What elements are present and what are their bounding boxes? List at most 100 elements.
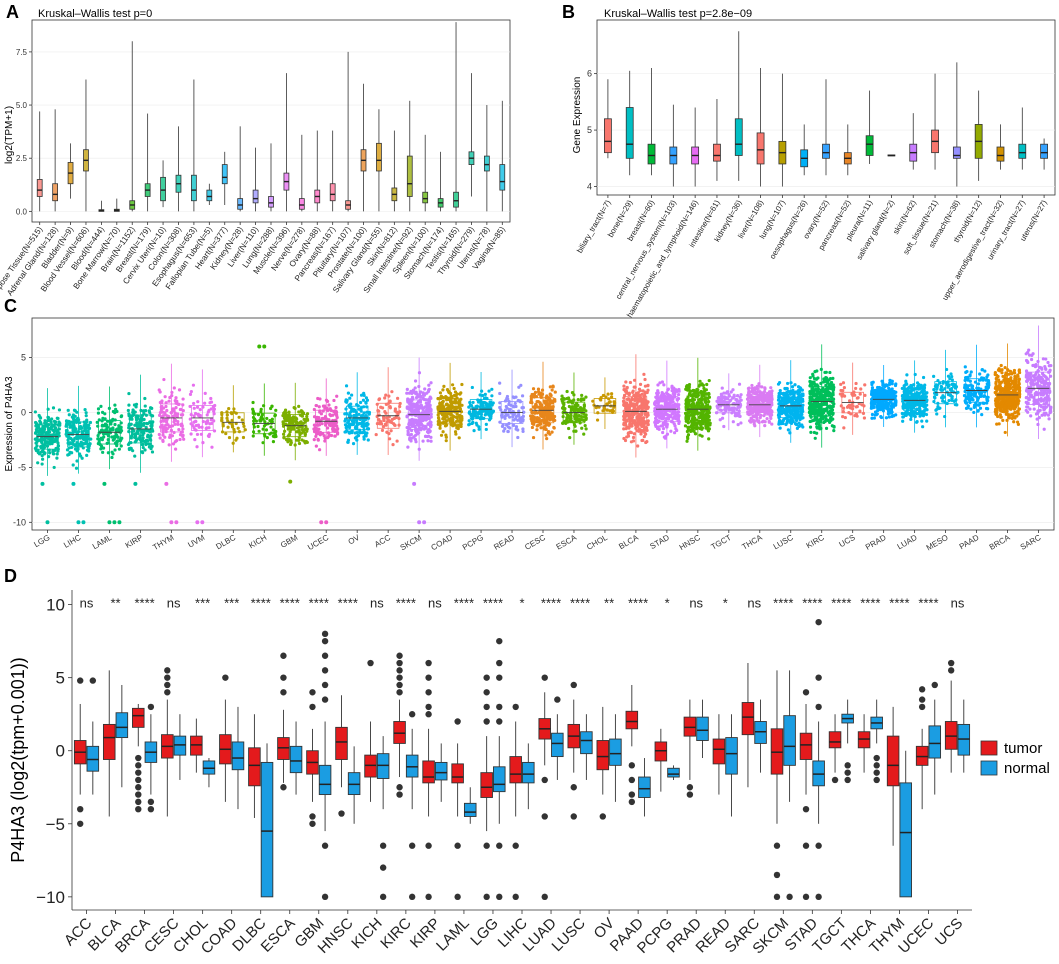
point [862,416,867,420]
point [737,414,741,418]
point [181,433,185,437]
point [595,418,600,422]
point [739,421,743,425]
point [200,425,204,429]
point [573,424,577,428]
point [843,415,847,420]
point [638,388,642,393]
point [40,462,44,466]
point [76,430,81,434]
point [343,430,347,434]
point [662,383,666,387]
point [232,430,237,434]
point [842,426,846,430]
point [646,384,650,388]
point [535,428,539,432]
point [113,403,117,407]
point [819,415,823,419]
point [146,442,151,446]
point [797,399,801,404]
point [655,398,659,402]
point [502,429,506,433]
point [624,402,628,406]
point [293,406,297,410]
point [863,383,867,387]
outlier-point [174,520,179,525]
point [269,425,273,429]
point [691,401,695,405]
point [685,439,689,443]
point [749,420,753,424]
point [422,393,426,397]
point [263,420,267,424]
point [419,428,423,432]
box-14 [252,189,259,204]
point [669,429,673,433]
point [449,403,453,407]
point [470,417,474,421]
y-tick-label: 5.0 [16,101,28,110]
point [576,398,580,402]
point [314,403,319,408]
point [644,404,648,408]
point [729,398,733,402]
point [646,406,650,410]
point [807,401,811,405]
point [71,423,75,427]
point [847,403,851,407]
point [447,411,451,415]
point [825,378,830,382]
point [424,398,428,402]
panel-c-scatter: -10-505 LGG LIHC LAML KIRP THYM UVM DLBC KICH GB… [4,317,1055,553]
point [181,397,185,401]
point [378,422,382,426]
point [303,427,308,431]
point [283,410,287,414]
point [550,412,554,416]
point [347,413,351,417]
point [413,386,417,390]
point [126,442,131,447]
box-5 [713,143,721,162]
point [389,429,393,433]
point [690,412,694,416]
point [781,391,785,396]
point [824,426,829,430]
point [481,403,485,407]
box-29 [484,155,490,172]
point [141,439,145,443]
box-17 [298,198,305,210]
point [160,399,164,403]
point [677,421,681,426]
point [173,422,177,426]
point [85,425,89,430]
point [96,437,100,441]
point [507,400,511,404]
point [237,430,242,434]
point [67,413,71,417]
point [73,414,77,418]
point [444,439,448,443]
point [436,397,440,401]
point [52,465,56,470]
panel-b-title: Kruskal–Wallis test p=2.8e−09 [604,8,752,20]
point [552,426,556,430]
point [252,419,256,423]
point [261,404,266,408]
point [663,412,667,417]
point [602,406,607,411]
point [858,409,862,413]
point [83,408,87,412]
point [356,404,360,408]
point [129,415,134,419]
point [417,447,421,451]
outlier-point [257,344,262,349]
point [165,417,169,422]
point [335,428,339,433]
point [201,441,205,445]
point [105,426,109,430]
point [101,450,105,454]
point [47,455,51,459]
point [828,406,832,410]
point [352,418,357,422]
